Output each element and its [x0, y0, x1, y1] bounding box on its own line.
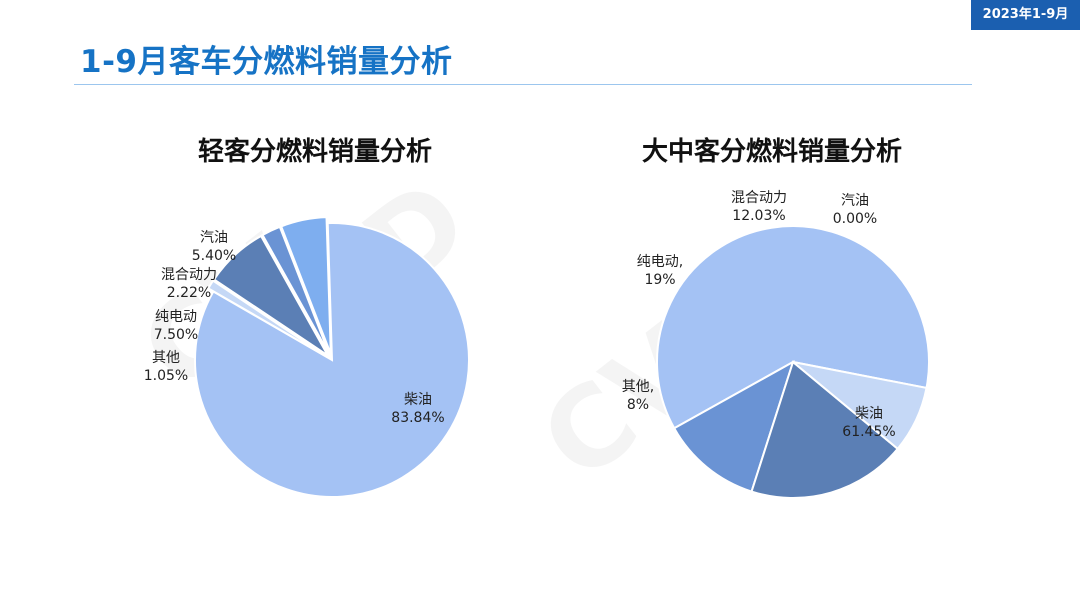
- title-divider: [74, 84, 972, 85]
- pie1-label-value-4: 8%: [627, 397, 649, 413]
- pie0-label-name-3: 纯电动: [155, 309, 197, 325]
- pie1-slice-0: [656, 225, 930, 430]
- pie0-label-value-3: 7.50%: [154, 327, 198, 343]
- pie1-label-value-0: 61.45%: [842, 424, 895, 440]
- large-bus-pie: 柴油 61.45% 汽油 0.00% 混合动力 12.03% 纯电动, 19% 其他, 8%: [622, 190, 930, 499]
- pie0-slice-1: [279, 216, 332, 355]
- pie0-label-name-0: 柴油: [404, 392, 432, 408]
- pie0-slice-0: [194, 222, 470, 498]
- pie0-label-name-1: 汽油: [200, 230, 228, 246]
- page-title: 1-9月客车分燃料销量分析: [80, 44, 453, 80]
- pie0-label-value-4: 1.05%: [144, 368, 188, 384]
- light-bus-chart-title: 轻客分燃料销量分析: [197, 137, 433, 167]
- pie1-slice-3: [750, 360, 900, 499]
- pie1-label-name-3: 纯电动,: [637, 254, 683, 270]
- date-badge: 2023年1-9月: [971, 0, 1080, 30]
- pie1-slice-2: [672, 359, 795, 493]
- pie0-label-value-2: 2.22%: [167, 285, 211, 301]
- light-bus-pie: 柴油 83.84% 汽油 5.40% 混合动力 2.22% 纯电动 7.50% 其他 1.05%: [144, 216, 470, 498]
- pie1-label-name-0: 柴油: [855, 406, 883, 422]
- pie1-label-value-3: 19%: [644, 272, 675, 288]
- pie0-slice-3: [212, 234, 329, 357]
- pie1-label-name-2: 混合动力: [731, 190, 787, 206]
- pie0-label-value-1: 5.40%: [192, 248, 236, 264]
- pie0-label-value-0: 83.84%: [391, 410, 444, 426]
- pie1-label-value-1: 0.00%: [833, 211, 877, 227]
- large-bus-chart-title: 大中客分燃料销量分析: [641, 137, 903, 167]
- pie1-label-name-1: 汽油: [841, 193, 869, 209]
- pie0-slice-4: [206, 279, 328, 358]
- pie1-slice-4: [792, 361, 928, 451]
- pie1-label-value-2: 12.03%: [732, 208, 785, 224]
- pie1-label-name-4: 其他,: [622, 379, 654, 395]
- pie0-label-name-4: 其他: [152, 350, 180, 366]
- pie0-label-name-2: 混合动力: [161, 267, 217, 283]
- pie0-slice-2: [261, 225, 331, 356]
